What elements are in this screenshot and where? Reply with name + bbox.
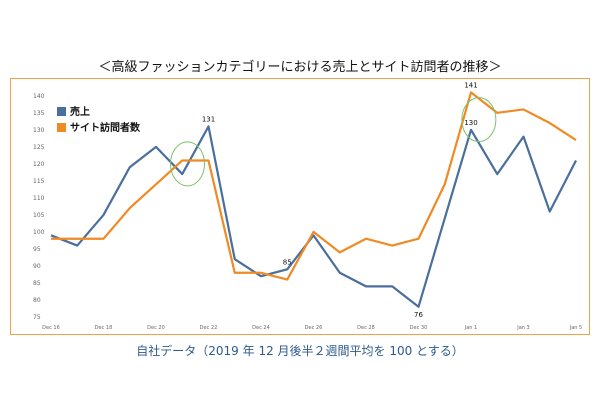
legend-swatch xyxy=(57,123,66,132)
x-tick-label: Dec 26 xyxy=(305,325,323,331)
legend-label: 売上 xyxy=(70,105,90,118)
y-tick-label: 95 xyxy=(33,246,41,253)
y-tick-label: 110 xyxy=(33,195,45,202)
y-tick-label: 115 xyxy=(33,178,45,185)
data-label: 131 xyxy=(202,115,215,123)
y-tick-label: 135 xyxy=(33,110,45,117)
x-tick-label: Dec 16 xyxy=(42,325,60,331)
y-tick-label: 125 xyxy=(33,144,45,151)
series-line-sales xyxy=(50,125,577,308)
x-tick-label: Dec 28 xyxy=(357,325,375,331)
y-tick-label: 130 xyxy=(33,127,45,134)
highlight-ellipse xyxy=(170,141,205,187)
y-tick-label: 140 xyxy=(33,93,45,100)
data-label: 141 xyxy=(464,81,477,89)
line-chart: 75 80 85 90 95 100 105 110 115 120 125 130 135 140 Dec… xyxy=(33,81,582,331)
x-tick-label: Jan 1 xyxy=(464,325,477,331)
y-tick-label: 85 xyxy=(33,280,41,287)
chart-title: ＜高級ファッションカテゴリーにおける売上とサイト訪問者の推移＞ xyxy=(98,60,502,75)
x-tick-label: Dec 20 xyxy=(147,325,165,331)
legend-label: サイト訪問者数 xyxy=(70,121,141,134)
x-tick-label: Dec 18 xyxy=(95,325,113,331)
chart-caption: 自社データ（2019 年 12 月後半２週間平均を 100 とする） xyxy=(136,344,464,358)
y-tick-label: 100 xyxy=(33,229,45,236)
chart-frame: 75 80 85 90 95 100 105 110 115 120 125 130 135 140 Dec… xyxy=(10,78,590,335)
x-tick-label: Dec 22 xyxy=(200,325,218,331)
highlight-ellipse xyxy=(461,97,497,143)
y-tick-label: 75 xyxy=(33,314,41,321)
data-label: 76 xyxy=(414,311,423,319)
data-label: 130 xyxy=(464,119,477,127)
x-tick-label: Dec 24 xyxy=(252,325,270,331)
x-tick-label: Dec 30 xyxy=(410,325,428,331)
legend-swatch xyxy=(57,107,66,116)
y-tick-label: 105 xyxy=(33,212,45,219)
x-tick-label: Jan 5 xyxy=(569,325,582,331)
data-label: 85 xyxy=(283,258,292,266)
y-tick-label: 120 xyxy=(33,161,45,168)
y-tick-label: 80 xyxy=(33,297,41,304)
series-line-visitors xyxy=(51,91,577,281)
y-tick-label: 90 xyxy=(33,263,41,270)
x-tick-label: Jan 3 xyxy=(516,325,529,331)
